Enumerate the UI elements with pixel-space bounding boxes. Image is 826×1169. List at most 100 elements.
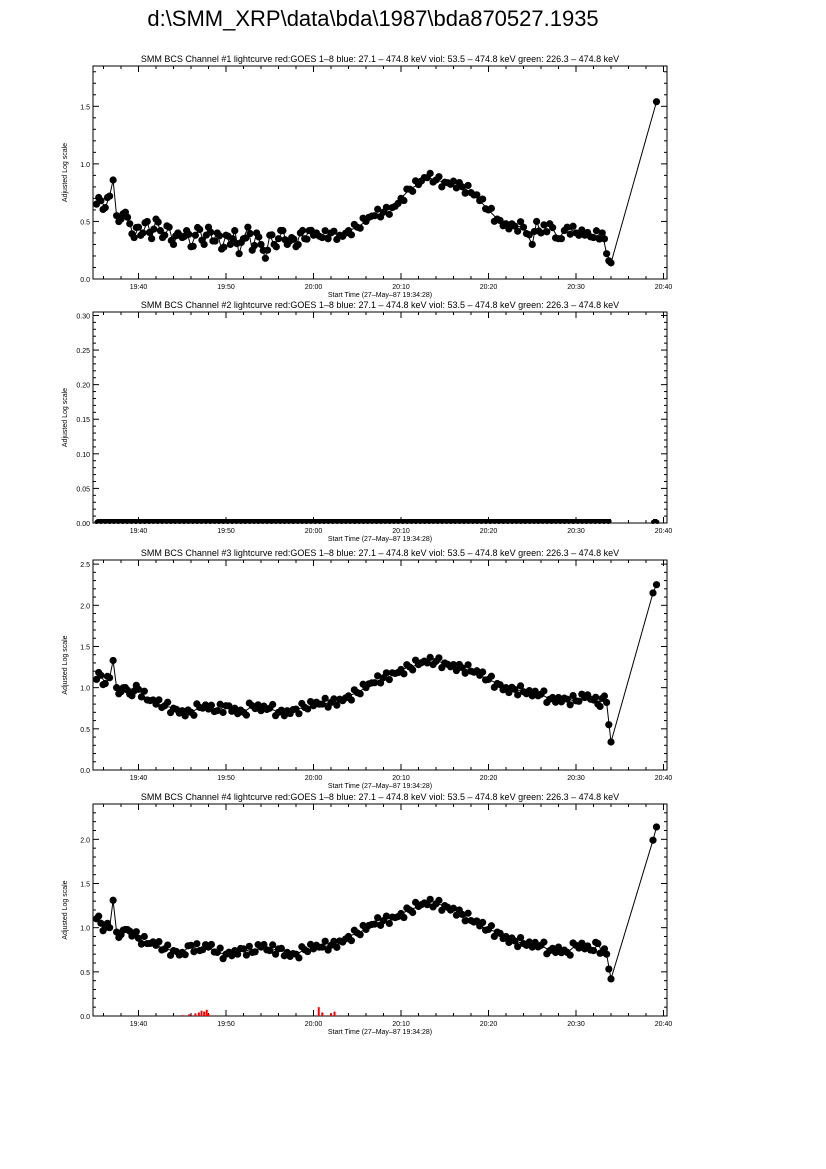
data-point (422, 520, 427, 524)
data-point (211, 237, 219, 245)
data-point (321, 227, 329, 235)
data-point (130, 233, 138, 242)
data-point (518, 520, 523, 524)
data-point (298, 226, 307, 235)
data-point (271, 950, 280, 958)
x-tick-label: 20:00 (305, 775, 323, 782)
data-point (155, 696, 163, 704)
data-point (160, 520, 165, 524)
data-point (458, 664, 466, 672)
x-tick-label: 20:20 (480, 775, 498, 782)
data-point (511, 685, 519, 693)
x-tick-label: 20:40 (655, 284, 673, 291)
data-point (277, 706, 286, 714)
data-point (427, 520, 431, 524)
data-point (269, 941, 277, 949)
data-point (147, 520, 151, 524)
data-point (263, 246, 272, 254)
y-tick-label: 2.0 (80, 603, 90, 610)
goes-flux-bar (181, 1015, 184, 1016)
data-point (452, 184, 461, 192)
data-point (448, 520, 453, 524)
data-point (444, 520, 449, 524)
data-point (566, 951, 574, 959)
data-point (185, 230, 193, 238)
data-point (269, 520, 274, 524)
data-point (470, 520, 475, 524)
y-tick-label: 1.0 (80, 686, 90, 693)
data-point (558, 520, 563, 524)
goes-flux-bar (333, 1011, 336, 1016)
data-point (457, 520, 462, 524)
data-point (196, 225, 204, 234)
y-axis-label: Adjusted Log scale (62, 143, 69, 202)
x-tick-label: 20:30 (567, 1021, 585, 1028)
data-point (216, 944, 224, 952)
data-point (139, 229, 147, 237)
data-point (116, 520, 121, 524)
data-point (228, 235, 237, 243)
data-point (321, 937, 329, 945)
x-axis-label: Start Time (27–May–87 19:34:28) (328, 292, 432, 299)
data-point (461, 917, 469, 925)
data-point (435, 173, 443, 181)
y-tick-label: 0.5 (80, 970, 90, 977)
data-point (120, 520, 125, 524)
y-tick-label: 0.5 (80, 727, 90, 734)
data-point (164, 941, 172, 949)
data-point (282, 520, 287, 524)
goes-flux-bar (197, 1012, 200, 1016)
data-point (589, 233, 598, 242)
data-point (607, 738, 615, 746)
data-point (244, 223, 252, 231)
data-point (212, 520, 217, 524)
data-point (155, 938, 163, 946)
y-axis-label: Adjusted Log scale (62, 880, 69, 939)
data-point (97, 919, 105, 927)
data-point (385, 919, 393, 928)
data-point (514, 227, 522, 235)
y-tick-label: 0.0 (80, 1014, 90, 1021)
y-axis-label: Adjusted Log scale (62, 635, 69, 694)
data-point (453, 520, 458, 524)
data-point (322, 520, 326, 524)
data-point (551, 948, 560, 957)
data-point (181, 951, 189, 959)
goes-flux-bar (188, 1014, 191, 1016)
x-tick-label: 20:20 (480, 284, 498, 291)
data-point (242, 234, 250, 242)
data-point (339, 520, 344, 524)
data-point (191, 231, 199, 239)
data-point (199, 520, 204, 524)
data-point (216, 700, 224, 708)
data-point (387, 520, 392, 524)
data-point (536, 520, 541, 524)
data-point (578, 939, 586, 947)
data-point (418, 520, 423, 524)
data-point (225, 520, 230, 524)
data-point (190, 520, 195, 524)
data-point (464, 661, 472, 669)
data-point (466, 520, 471, 524)
data-point (186, 520, 191, 524)
data-point (230, 520, 235, 524)
y-tick-label: 1.5 (80, 104, 90, 111)
data-point (549, 520, 554, 524)
data-point (208, 520, 213, 524)
data-point (101, 679, 109, 688)
data-point (138, 520, 143, 524)
data-point (169, 240, 178, 249)
data-point (189, 242, 197, 250)
data-point (649, 836, 657, 844)
data-point (409, 187, 417, 195)
data-point (234, 520, 239, 524)
data-point (109, 176, 117, 184)
data-point (242, 711, 251, 719)
data-point (330, 695, 338, 703)
data-point (203, 520, 208, 524)
data-point (458, 183, 466, 191)
data-point (400, 520, 405, 524)
data-point (352, 520, 357, 524)
data-point (335, 520, 340, 524)
data-point (571, 520, 576, 524)
